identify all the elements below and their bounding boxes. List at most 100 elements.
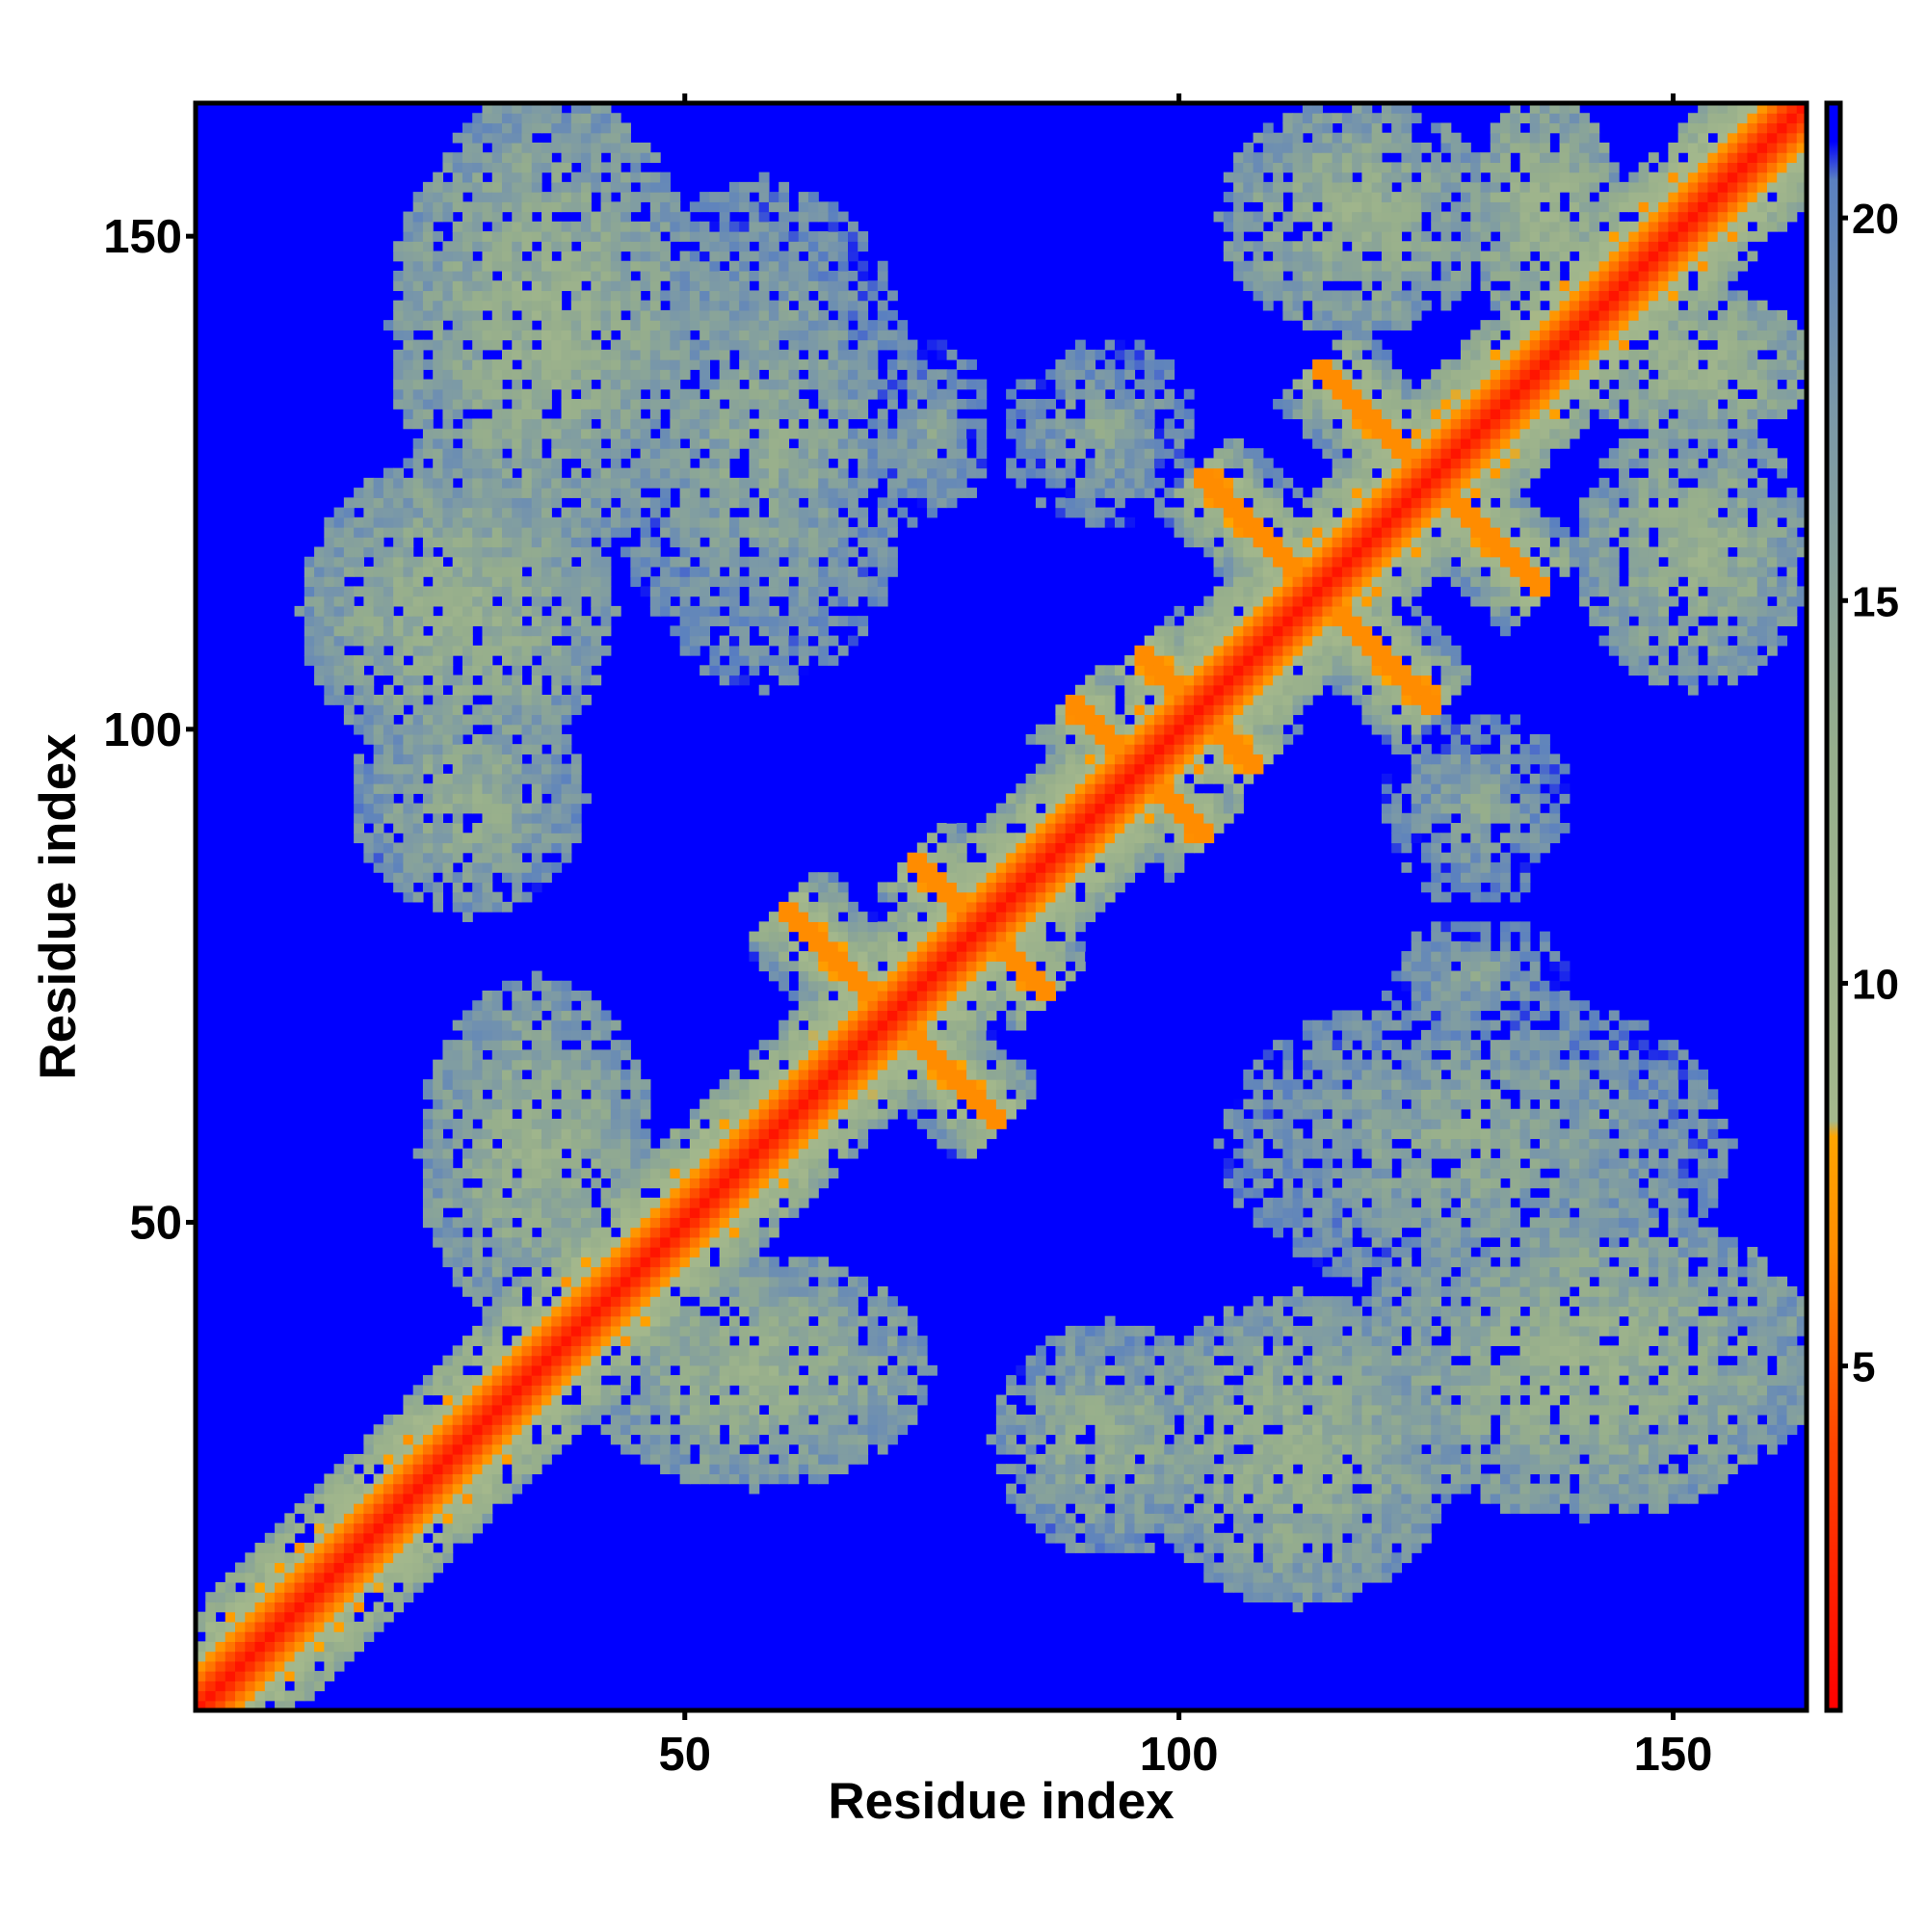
heatmap-cell xyxy=(482,103,493,114)
heatmap-cell xyxy=(1194,1375,1204,1386)
heatmap-cell xyxy=(649,1355,661,1366)
heatmap-cell xyxy=(1302,1493,1313,1504)
heatmap-cell xyxy=(501,1394,513,1406)
heatmap-cell xyxy=(304,1681,315,1692)
heatmap-cell xyxy=(1292,1385,1304,1396)
heatmap-cell xyxy=(887,1325,898,1337)
heatmap-cell xyxy=(1074,1453,1086,1465)
heatmap-cell xyxy=(491,694,503,705)
heatmap-cell xyxy=(462,428,473,439)
heatmap-cell xyxy=(1490,1483,1501,1495)
heatmap-cell xyxy=(1777,1385,1788,1396)
heatmap-cell xyxy=(828,1306,839,1317)
heatmap-cell xyxy=(848,1325,858,1337)
heatmap-cell xyxy=(462,842,473,854)
heatmap-cell xyxy=(472,1266,484,1278)
heatmap-cell xyxy=(1658,1453,1669,1465)
heatmap-cell xyxy=(1401,1543,1412,1553)
heatmap-cell xyxy=(1085,1394,1096,1406)
heatmap-cell xyxy=(779,1355,790,1366)
heatmap-cell xyxy=(442,1443,454,1455)
heatmap-cell xyxy=(561,1415,572,1425)
heatmap-cell xyxy=(512,339,523,351)
heatmap-cell xyxy=(620,1325,631,1337)
heatmap-cell xyxy=(1025,1355,1037,1366)
heatmap-cell xyxy=(254,1690,266,1702)
heatmap-cell xyxy=(462,763,473,775)
heatmap-cell xyxy=(1213,1572,1225,1583)
heatmap-cell xyxy=(541,783,552,794)
heatmap-cell xyxy=(581,655,592,666)
heatmap-cell xyxy=(482,763,493,775)
heatmap-cell xyxy=(541,516,552,528)
heatmap-cell xyxy=(1677,1443,1689,1455)
heatmap-cell xyxy=(897,1336,909,1346)
heatmap-cell xyxy=(422,852,434,863)
heatmap-cell xyxy=(1549,1345,1561,1357)
heatmap-cell xyxy=(1312,1375,1323,1386)
heatmap-cell xyxy=(1243,1592,1254,1603)
heatmap-cell xyxy=(393,1522,405,1534)
heatmap-cell xyxy=(591,339,602,351)
heatmap-cell xyxy=(541,595,552,607)
heatmap-cell xyxy=(561,1108,572,1120)
heatmap-cell xyxy=(521,162,533,173)
heatmap-cell xyxy=(442,1434,454,1445)
heatmap-cell xyxy=(1144,1394,1155,1406)
heatmap-cell xyxy=(1450,1464,1462,1474)
heatmap-cell xyxy=(1619,1443,1629,1455)
heatmap-cell xyxy=(1519,1473,1531,1485)
heatmap-cell xyxy=(620,1443,631,1455)
heatmap-cell xyxy=(482,1513,493,1524)
heatmap-cell xyxy=(482,1424,493,1436)
heatmap-cell xyxy=(1460,1394,1471,1406)
heatmap-cell xyxy=(709,1473,721,1485)
heatmap-cell xyxy=(591,1059,602,1071)
heatmap-cell xyxy=(314,1532,325,1544)
heatmap-cell xyxy=(1747,1404,1758,1416)
heatmap-cell xyxy=(462,1513,473,1524)
heatmap-cell xyxy=(1322,1483,1333,1495)
heatmap-cell xyxy=(373,1611,384,1623)
heatmap-cell xyxy=(254,1572,266,1583)
heatmap-cell xyxy=(1589,1394,1600,1406)
heatmap-cell xyxy=(482,1285,493,1297)
heatmap-cell xyxy=(1104,1424,1116,1436)
heatmap-cell xyxy=(521,437,533,449)
heatmap-cell xyxy=(531,181,542,193)
heatmap-cell xyxy=(354,684,364,696)
heatmap-cell xyxy=(591,1336,602,1346)
heatmap-cell xyxy=(1085,1464,1096,1474)
heatmap-cell xyxy=(1065,1364,1076,1376)
heatmap-cell xyxy=(294,1543,305,1553)
heatmap-cell xyxy=(1322,1306,1333,1317)
heatmap-cell xyxy=(284,1513,296,1524)
heatmap-cell xyxy=(1598,1453,1610,1465)
heatmap-cell xyxy=(630,1424,642,1436)
heatmap-cell xyxy=(472,1443,484,1455)
heatmap-cell xyxy=(1431,1503,1442,1514)
heatmap-cell xyxy=(749,1415,760,1425)
heatmap-cell xyxy=(491,1276,503,1287)
heatmap-cell xyxy=(897,1306,909,1317)
heatmap-cell xyxy=(581,369,592,381)
heatmap-cell xyxy=(728,1364,740,1376)
heatmap-cell xyxy=(660,1434,671,1445)
heatmap-cell xyxy=(1144,1325,1155,1337)
heatmap-cell xyxy=(1223,1453,1234,1465)
heatmap-cell xyxy=(1302,1592,1313,1603)
heatmap-cell xyxy=(1628,1443,1640,1455)
heatmap-cell xyxy=(1737,1306,1749,1317)
heatmap-cell xyxy=(1085,1375,1096,1386)
heatmap-cell xyxy=(709,1464,721,1474)
heatmap-cell xyxy=(1045,1404,1057,1416)
heatmap-cell xyxy=(531,409,542,420)
heatmap-cell xyxy=(858,1443,869,1455)
heatmap-cell xyxy=(412,1522,424,1534)
heatmap-cell xyxy=(383,546,394,558)
heatmap-cell xyxy=(491,162,503,173)
heatmap-cell xyxy=(798,1385,809,1396)
heatmap-cell xyxy=(570,1019,582,1031)
heatmap-cell xyxy=(768,1315,779,1327)
heatmap-cell xyxy=(462,1089,473,1100)
